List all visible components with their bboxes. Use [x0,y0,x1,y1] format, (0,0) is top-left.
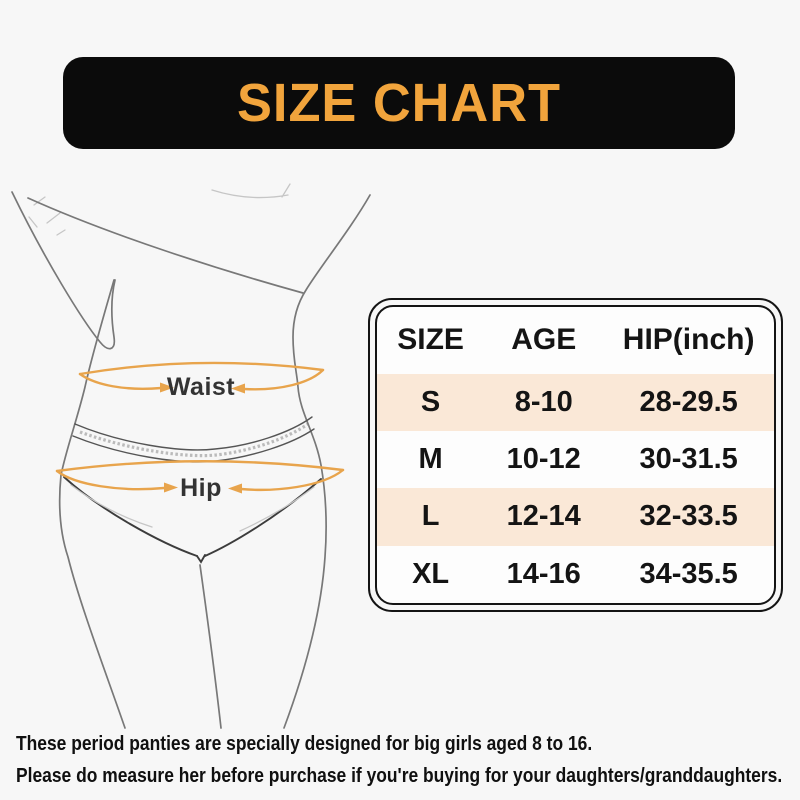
col-header-size: SIZE [397,323,464,357]
table-row-l: L 12-14 32-33.5 [377,488,774,546]
panty-left-edge [63,476,198,557]
cell-age: 10-12 [506,443,581,476]
inner-leg-line [199,564,222,729]
footer-notes: These period panties are specially desig… [16,732,800,796]
note-line-1: These period panties are specially desig… [16,732,593,755]
hip-arrow-right-head [228,483,242,494]
cell-age: 14-16 [506,557,581,590]
size-table: SIZE AGE HIP(inch) S 8-10 28-29.5 M 10-1… [368,298,783,612]
waist-arrow-right-head [231,383,245,394]
cell-hip: 28-29.5 [639,385,738,418]
title-banner: SIZE CHART [63,57,735,149]
arm-line [11,191,116,350]
table-row-xl: XL 14-16 34-35.5 [377,546,774,603]
cell-size: M [418,443,443,476]
panty-right-edge [204,478,322,557]
hand-sketch-lines [28,196,66,236]
page-title: SIZE CHART [237,73,561,133]
table-row-s: S 8-10 28-29.5 [377,373,774,431]
panty-crotch-v [196,554,206,564]
cell-size: S [420,385,441,418]
hip-arrow-left-head [164,482,178,493]
cell-hip: 30-31.5 [639,443,738,476]
table-row-m: M 10-12 30-31.5 [377,431,774,488]
body-outline-illustration [11,183,371,729]
hip-arrow-left-shaft [55,469,166,491]
collar-line [211,183,291,199]
waist-label: Waist [166,373,236,401]
waist-arrow-left-shaft [78,372,163,390]
size-table-inner: SIZE AGE HIP(inch) S 8-10 28-29.5 M 10-1… [375,305,776,605]
panty-right-seam [239,486,315,532]
hip-label: Hip [180,474,222,502]
hip-ellipse-back [55,460,345,473]
cell-hip: 32-33.5 [639,500,738,533]
table-header-row: SIZE AGE HIP(inch) [377,307,774,374]
waistband-text-ticks [79,422,309,458]
hip-arrow-right-shaft [239,468,345,492]
cell-size: L [421,500,440,533]
col-header-hip: HIP(inch) [622,323,755,357]
cell-age: 8-10 [514,385,573,418]
waist-ellipse-back [78,361,325,376]
col-header-age: AGE [511,323,577,357]
waist-arrow-left-head [160,382,174,393]
panty-left-seam [70,484,153,528]
torso-right-line [283,194,371,729]
torso-left-line [58,279,126,729]
cell-hip: 34-35.5 [639,557,738,590]
waist-arrow-right-shaft [242,368,325,391]
cell-age: 12-14 [506,500,581,533]
waistband-top-line [74,416,313,451]
cell-size: XL [412,557,450,590]
chest-line [27,197,304,294]
note-line-2: Please do measure her before purchase if… [16,764,783,787]
